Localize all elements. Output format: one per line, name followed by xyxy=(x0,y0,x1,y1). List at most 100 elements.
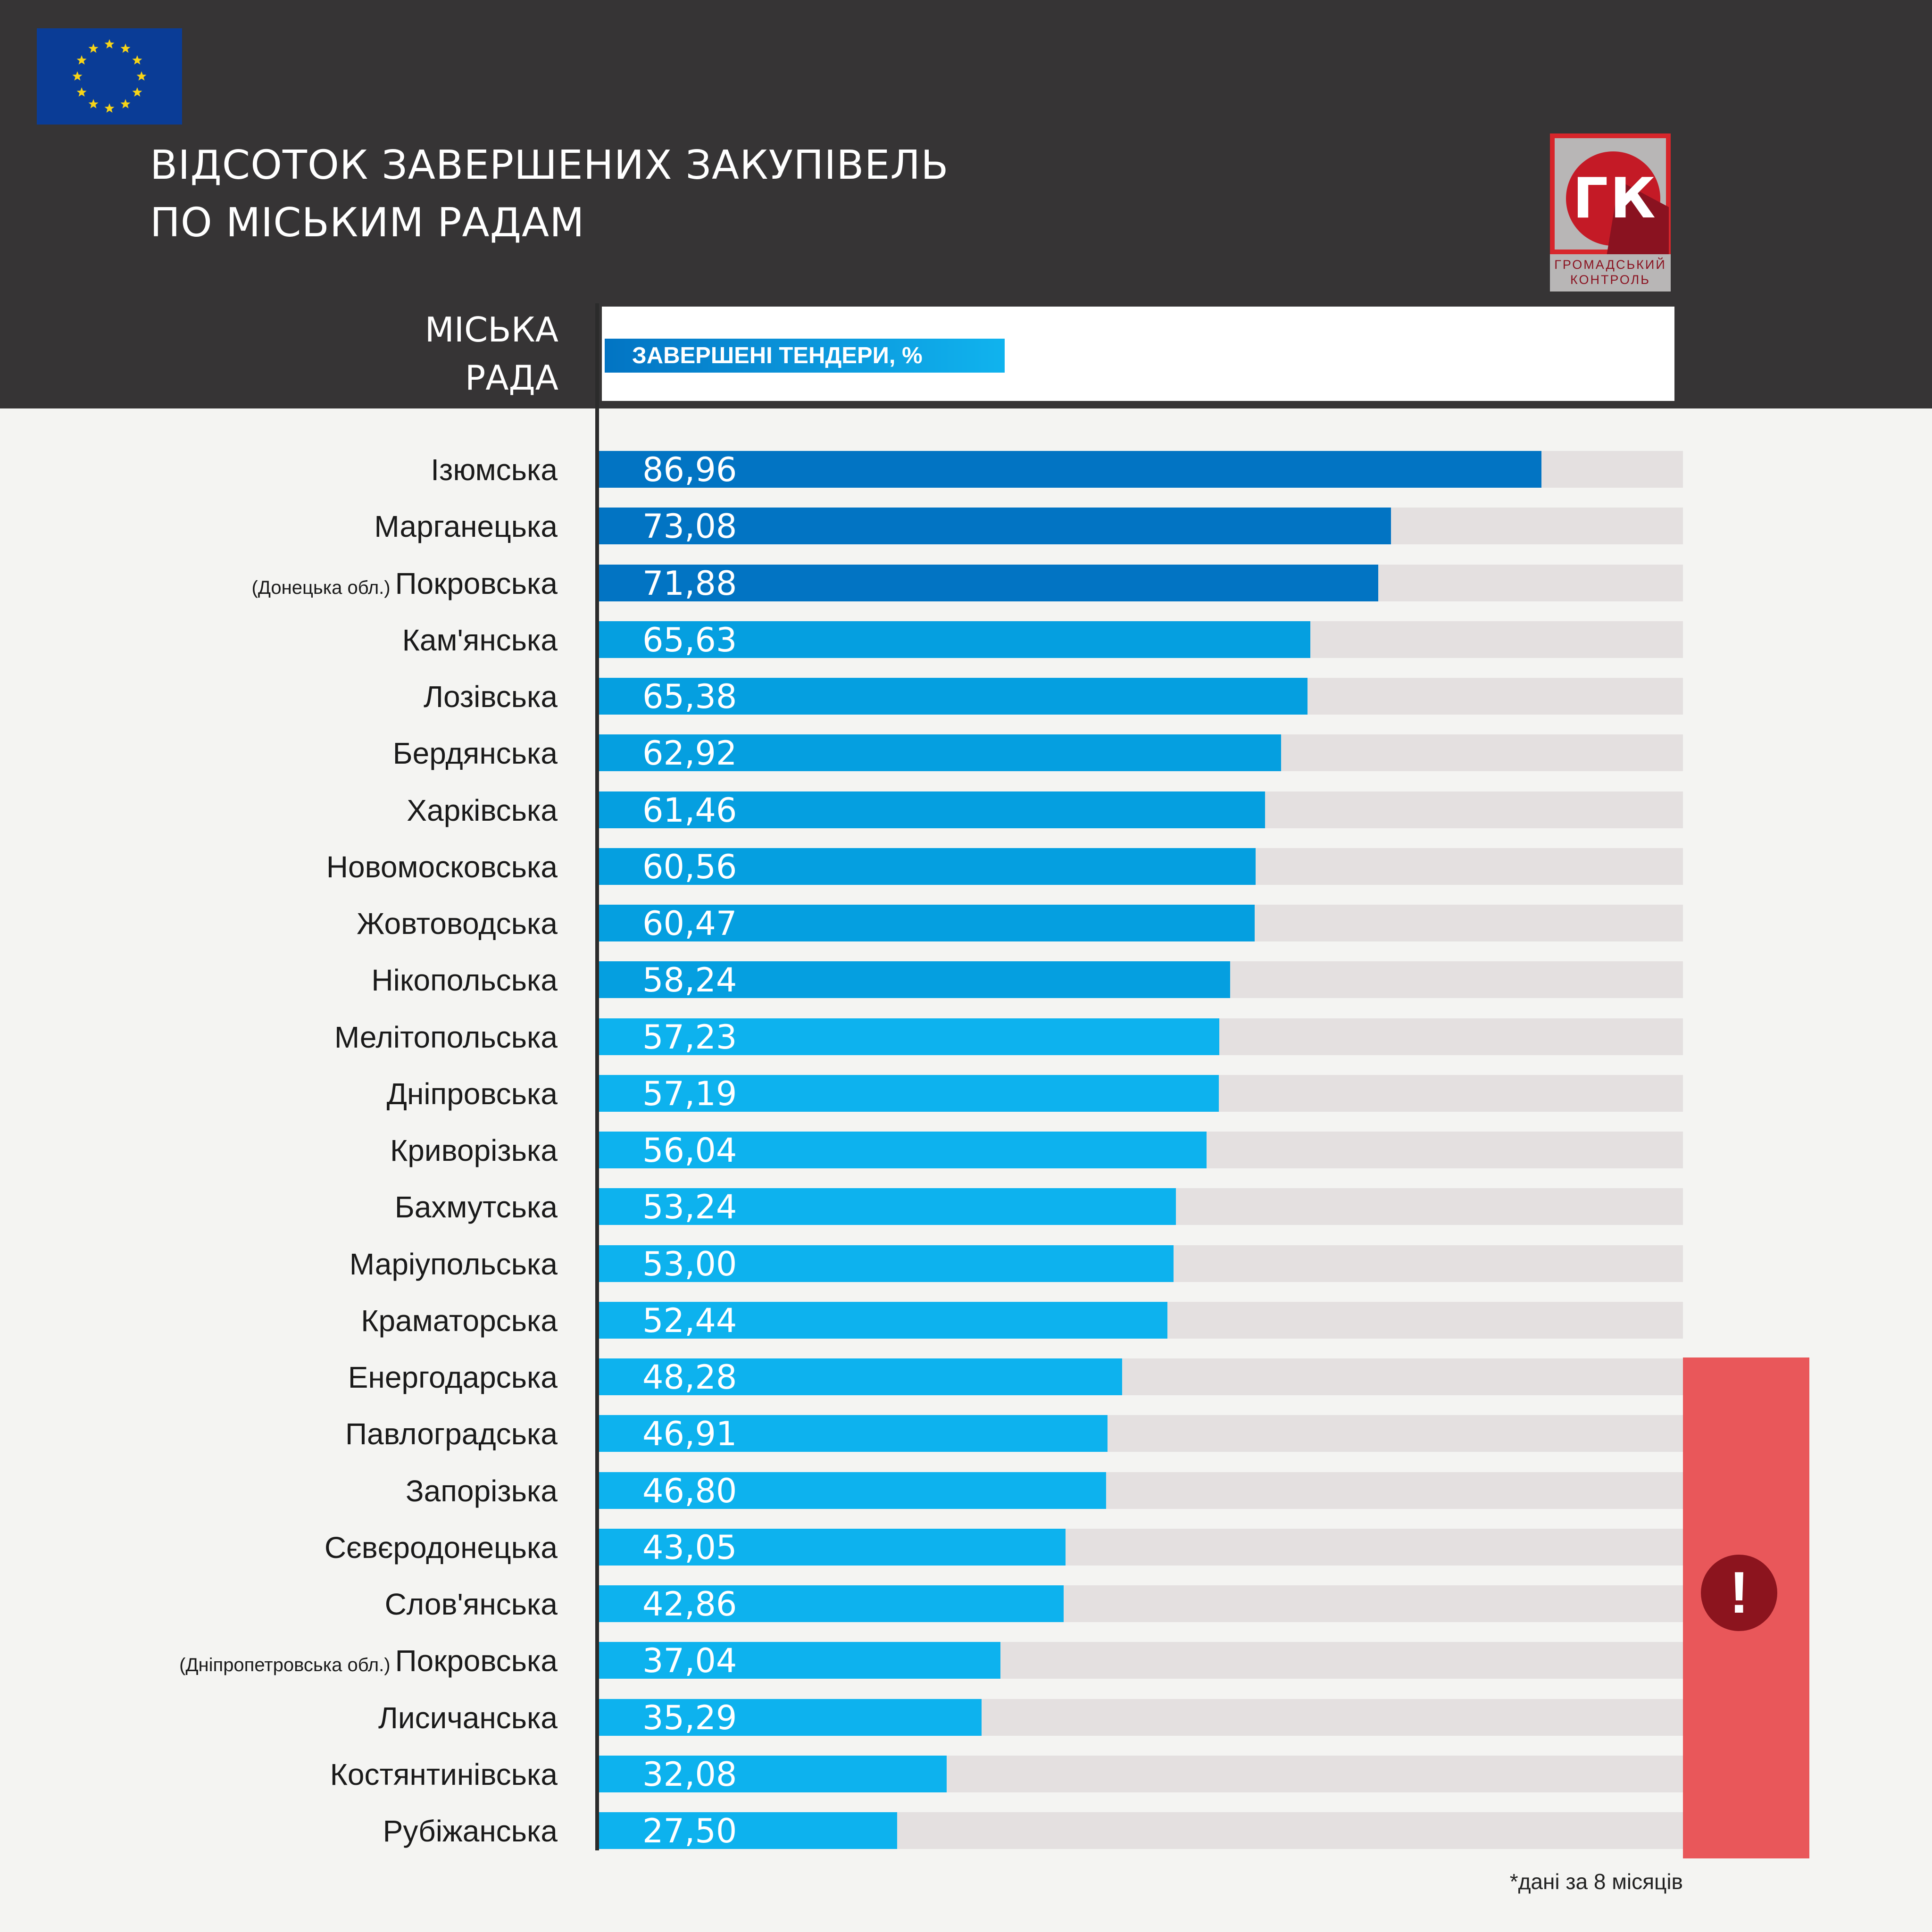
column-header-line2: РАДА xyxy=(465,358,558,398)
bar-row: Дніпровська 57,19 xyxy=(0,1074,1932,1113)
logo-caption-line2: КОНТРОЛЬ xyxy=(1570,273,1650,287)
bar-row: Запорізька 46,80 xyxy=(0,1472,1932,1510)
city-name: Маріупольська xyxy=(349,1247,558,1281)
bar xyxy=(599,678,1307,715)
bar xyxy=(599,1642,1000,1679)
eu-star-icon xyxy=(120,99,131,108)
city-label: Слов'янська xyxy=(385,1585,558,1623)
eu-star-icon xyxy=(88,43,99,53)
bar-row: Харківська 61,46 xyxy=(0,791,1932,830)
city-label: (Донецька обл.) Покровська xyxy=(252,565,558,607)
city-name: Криворізька xyxy=(390,1133,558,1167)
logo-caption: ГРОМАДСЬКИЙ КОНТРОЛЬ xyxy=(1550,254,1671,291)
bar-value-label: 43,05 xyxy=(642,1528,737,1567)
bar-row: (Дніпропетровська обл.) Покровська 37,04 xyxy=(0,1642,1932,1680)
logo-caption-line1: ГРОМАДСЬКИЙ xyxy=(1554,258,1666,272)
city-label: Новомосковська xyxy=(326,848,558,886)
city-label: Марганецька xyxy=(374,508,558,545)
bar xyxy=(599,1018,1219,1055)
gk-logo: ГК ГРОМАДСЬКИЙ КОНТРОЛЬ xyxy=(1550,133,1671,291)
bar xyxy=(599,961,1230,998)
bar-value-label: 57,19 xyxy=(642,1074,737,1113)
city-label: Павлоградська xyxy=(345,1415,558,1453)
city-name: Покровська xyxy=(395,1644,558,1678)
logo-text: ГК xyxy=(1573,166,1657,231)
city-name: Енергодарська xyxy=(348,1360,558,1394)
bar-row: Марганецька 73,08 xyxy=(0,507,1932,546)
bar-row: Сєвєродонецька 43,05 xyxy=(0,1529,1932,1566)
city-label: Жовтоводська xyxy=(357,905,558,942)
bar xyxy=(599,905,1255,941)
city-name: Запорізька xyxy=(406,1474,558,1508)
bar-row: Маріупольська 53,00 xyxy=(0,1245,1932,1283)
bar-row: Мелітопольська 57,23 xyxy=(0,1018,1932,1056)
axis-gap xyxy=(599,303,602,408)
bar-row: Лозівська 65,38 xyxy=(0,677,1932,716)
bar-row: Ізюмська 86,96 xyxy=(0,451,1932,489)
city-name: Костянтинівська xyxy=(330,1757,558,1791)
city-label: Запорізька xyxy=(406,1472,558,1510)
bar xyxy=(599,1075,1219,1112)
city-label: Сєвєродонецька xyxy=(325,1529,558,1566)
eu-star-icon xyxy=(136,71,147,81)
city-name: Ізюмська xyxy=(431,453,558,487)
bar xyxy=(599,451,1541,488)
city-label: Рубіжанська xyxy=(383,1812,558,1850)
axis-line xyxy=(595,303,599,1850)
eu-flag-icon xyxy=(37,28,182,125)
bar-row: Рубіжанська 27,50 xyxy=(0,1812,1932,1850)
column-header-line1: МІСЬКА xyxy=(425,310,558,350)
bar xyxy=(599,1812,897,1849)
chart-title: ВІДСОТОК ЗАВЕРШЕНИХ ЗАКУПІВЕЛЬ ПО МІСЬКИ… xyxy=(150,137,949,252)
region-note: (Донецька обл.) xyxy=(251,577,391,598)
bar xyxy=(599,1358,1122,1395)
city-name: Бердянська xyxy=(392,736,558,770)
bar xyxy=(599,565,1378,601)
city-label: Харківська xyxy=(407,791,558,829)
city-label: Костянтинівська xyxy=(330,1756,558,1793)
bar xyxy=(599,1699,982,1736)
bar xyxy=(599,1756,947,1792)
legend-label: ЗАВЕРШЕНІ ТЕНДЕРИ, % xyxy=(632,343,923,368)
city-name: Нікопольська xyxy=(371,963,558,997)
city-name: Слов'янська xyxy=(384,1587,558,1621)
city-name: Кам'янська xyxy=(402,623,558,657)
city-name: Новомосковська xyxy=(326,850,558,884)
bar-value-label: 52,44 xyxy=(642,1301,737,1340)
bar-value-label: 60,56 xyxy=(642,848,737,886)
city-name: Покровська xyxy=(395,566,558,600)
bar xyxy=(599,508,1391,544)
city-label: Маріупольська xyxy=(350,1245,558,1283)
city-name: Краматорська xyxy=(361,1304,558,1338)
city-label: Бахмутська xyxy=(395,1188,558,1226)
bar xyxy=(599,1472,1106,1509)
city-name: Мелітопольська xyxy=(334,1020,558,1054)
city-name: Харківська xyxy=(407,793,558,827)
bar-value-label: 71,88 xyxy=(642,564,737,603)
bar-row: Костянтинівська 32,08 xyxy=(0,1756,1932,1793)
city-name: Лозівська xyxy=(423,680,558,714)
city-label: Енергодарська xyxy=(348,1358,558,1396)
bar-row: Новомосковська 60,56 xyxy=(0,848,1932,886)
bar-value-label: 73,08 xyxy=(642,507,737,546)
eu-star-icon xyxy=(76,87,87,97)
city-label: (Дніпропетровська обл.) Покровська xyxy=(179,1642,558,1684)
eu-star-icon xyxy=(72,71,83,81)
bar-value-label: 56,04 xyxy=(642,1131,737,1170)
bar-value-label: 61,46 xyxy=(642,791,737,830)
city-name: Дніпровська xyxy=(386,1077,558,1111)
bar-row: Жовтоводська 60,47 xyxy=(0,905,1932,942)
bar-row: Енергодарська 48,28 xyxy=(0,1358,1932,1396)
eu-star-icon xyxy=(104,103,115,113)
city-name: Павлоградська xyxy=(345,1417,558,1451)
city-name: Сєвєродонецька xyxy=(324,1531,558,1565)
bar-row: Криворізька 56,04 xyxy=(0,1131,1932,1170)
exclamation-icon: ! xyxy=(1701,1555,1777,1631)
bar-value-label: 65,63 xyxy=(642,621,737,659)
bar-row: Лисичанська 35,29 xyxy=(0,1699,1932,1737)
city-label: Ізюмська xyxy=(431,451,558,489)
bar-value-label: 65,38 xyxy=(642,677,737,716)
city-name: Бахмутська xyxy=(394,1190,558,1224)
eu-star-icon xyxy=(104,39,115,49)
city-label: Нікопольська xyxy=(371,961,558,999)
